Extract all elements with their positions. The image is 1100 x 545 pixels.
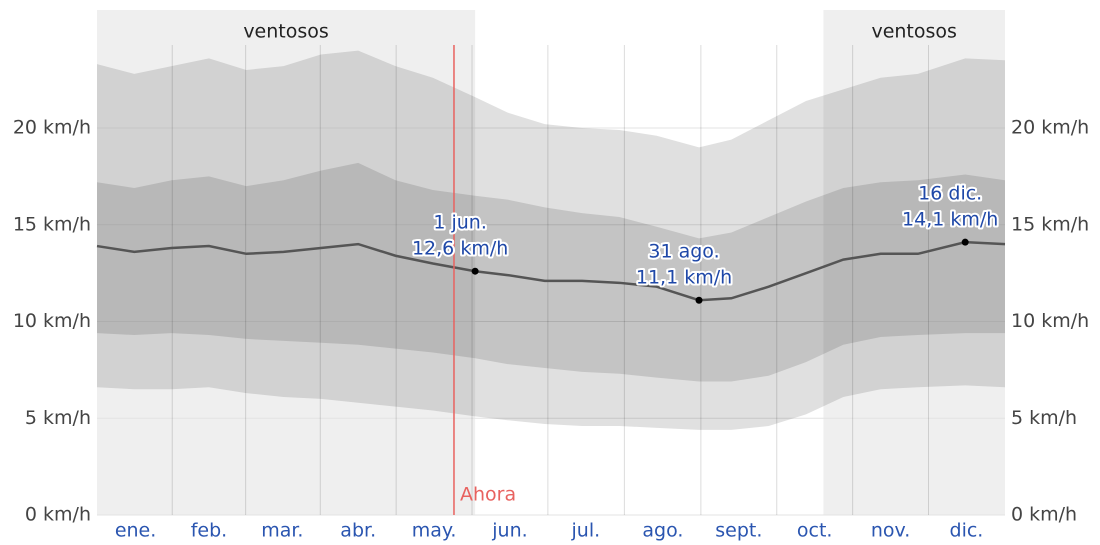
annotation-point bbox=[961, 238, 969, 246]
percentile-band bbox=[97, 162, 1005, 382]
annotation-value: 11,1 km/h bbox=[636, 267, 732, 289]
x-tick-label: ene. bbox=[115, 520, 156, 542]
highlight-label: ventosos bbox=[871, 21, 956, 43]
annotation-date: 16 dic. bbox=[918, 183, 982, 205]
x-tick-label: jul. bbox=[571, 520, 601, 542]
y-tick-label: 15 km/h bbox=[13, 213, 91, 235]
highlight-region bbox=[97, 10, 476, 515]
x-tick-label: oct. bbox=[797, 520, 833, 542]
x-tick-label: mar. bbox=[261, 520, 303, 542]
median-line bbox=[96, 240, 1006, 302]
y-tick-label: 10 km/h bbox=[13, 310, 91, 332]
x-tick-label: nov. bbox=[871, 520, 910, 542]
now-label: Ahora bbox=[460, 484, 516, 506]
x-tick-label: dic. bbox=[950, 520, 984, 542]
x-tick-label: may. bbox=[412, 520, 457, 542]
y-tick-label: 5 km/h bbox=[25, 407, 91, 429]
annotation-point bbox=[471, 267, 479, 275]
annotation-point bbox=[695, 296, 703, 304]
annotation-date: 1 jun. bbox=[433, 212, 487, 234]
x-tick-label: jun. bbox=[491, 520, 527, 542]
x-tick-label: sept. bbox=[715, 520, 762, 542]
annotation-value: 14,1 km/h bbox=[902, 209, 998, 231]
annotation-value: 12,6 km/h bbox=[412, 238, 508, 260]
x-tick-label: feb. bbox=[191, 520, 227, 542]
y-tick-label-right: 15 km/h bbox=[1011, 213, 1089, 235]
y-tick-label: 20 km/h bbox=[13, 117, 91, 139]
y-tick-label-right: 10 km/h bbox=[1011, 310, 1089, 332]
x-tick-label: abr. bbox=[340, 520, 376, 542]
y-tick-label-right: 20 km/h bbox=[1011, 117, 1089, 139]
x-tick-label: ago. bbox=[642, 520, 683, 542]
highlight-region bbox=[823, 10, 1005, 515]
y-tick-label-right: 0 km/h bbox=[1011, 504, 1077, 526]
y-tick-label: 0 km/h bbox=[25, 504, 91, 526]
highlight-label: ventosos bbox=[243, 21, 328, 43]
percentile-band bbox=[97, 50, 1005, 430]
y-tick-label-right: 5 km/h bbox=[1011, 407, 1077, 429]
annotation-date: 31 ago. bbox=[648, 241, 719, 263]
